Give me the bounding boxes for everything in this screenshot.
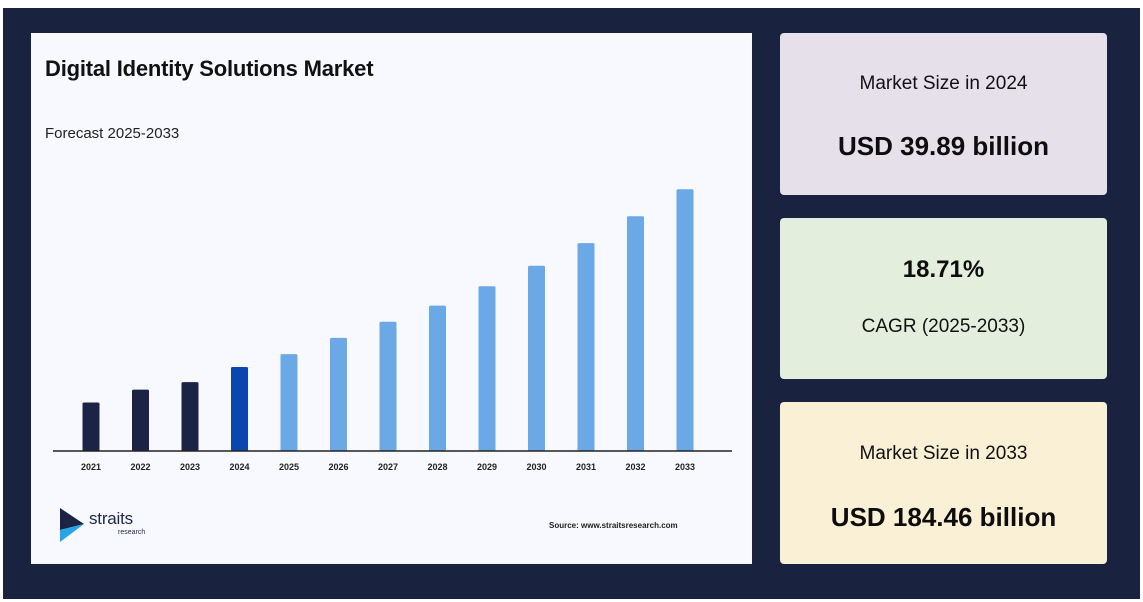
bar-2021 [82, 402, 100, 451]
bar-chart: 2021 2022 2023 2024 2025 2026 2027 2028 2029 2030… [53, 189, 732, 472]
bar-2032 [627, 216, 644, 451]
bar-2026 [330, 337, 347, 451]
x-tick-2028: 2028 [427, 462, 447, 472]
x-tick-2025: 2025 [279, 462, 299, 472]
bar-2027 [379, 321, 397, 451]
x-tick-2024: 2024 [229, 462, 249, 472]
x-tick-2021: 2021 [81, 462, 101, 472]
x-tick-2022: 2022 [130, 462, 150, 472]
bar-2022 [132, 389, 149, 451]
card-label: CAGR (2025-2033) [861, 316, 1026, 337]
card-label: Market Size in 2033 [859, 443, 1028, 464]
x-tick-2030: 2030 [526, 462, 546, 472]
x-tick-2023: 2023 [180, 462, 200, 472]
bar-2030 [528, 265, 545, 451]
x-tick-2031: 2031 [576, 462, 596, 472]
card-label: Market Size in 2024 [859, 73, 1028, 94]
bars-group [82, 189, 694, 452]
bar-2031 [577, 243, 595, 451]
x-tick-2026: 2026 [328, 462, 348, 472]
market-size-2024-card: Market Size in 2024 USD 39.89 billion [780, 33, 1107, 195]
market-size-2033-card: Market Size in 2033 USD 184.46 billion [780, 402, 1107, 564]
bar-2028 [429, 305, 446, 451]
x-tick-labels: 2021 2022 2023 2024 2025 2026 2027 2028 2029 2030… [81, 462, 695, 472]
bar-2025 [280, 354, 298, 451]
bar-2024 [231, 367, 248, 451]
card-value: 18.71% [902, 256, 985, 283]
card-value: USD 39.89 billion [838, 131, 1049, 161]
bar-2023 [181, 382, 199, 451]
chart-subtitle: Forecast 2025-2033 [45, 125, 180, 142]
logo-name: straits [89, 509, 133, 528]
x-tick-2029: 2029 [477, 462, 497, 472]
card-value: USD 184.46 billion [830, 502, 1057, 532]
chart-card: Digital Identity Solutions Market Foreca… [31, 33, 752, 564]
x-tick-2033: 2033 [675, 462, 695, 472]
chart-title: Digital Identity Solutions Market [45, 56, 374, 81]
x-tick-2032: 2032 [625, 462, 645, 472]
bar-2029 [478, 286, 496, 451]
straits-logo: straits research [58, 506, 178, 546]
cagr-card: 18.71% CAGR (2025-2033) [780, 218, 1107, 379]
x-tick-2027: 2027 [378, 462, 398, 472]
straits-logo-icon [60, 508, 84, 542]
bar-2033 [676, 189, 694, 452]
logo-subtitle: research [118, 529, 146, 536]
source-note: Source: www.straitsresearch.com [549, 521, 678, 530]
